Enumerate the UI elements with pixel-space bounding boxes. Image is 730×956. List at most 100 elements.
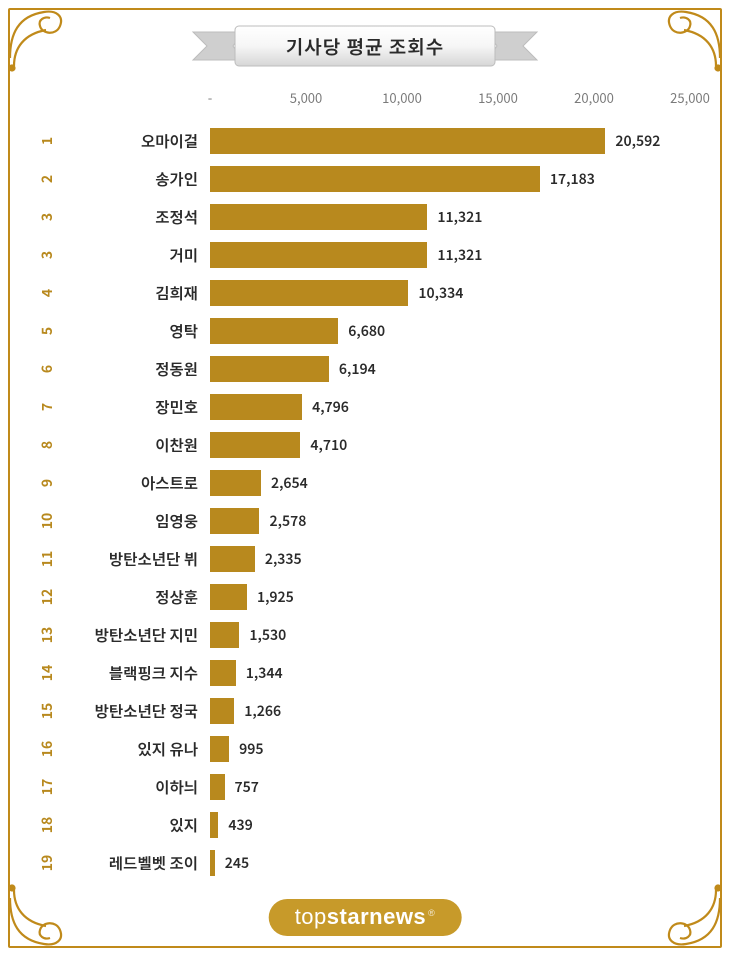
- bar-wrap: 17,183: [210, 160, 690, 198]
- bar: [210, 546, 255, 572]
- bar-value: 6,194: [339, 359, 376, 379]
- bar-row: 3거미11,321: [30, 236, 700, 274]
- bar-value: 995: [239, 739, 263, 759]
- logo-registered: ®: [428, 908, 435, 918]
- bar-wrap: 439: [210, 806, 690, 844]
- rank-label: 16: [37, 732, 57, 766]
- bar-row: 2송가인17,183: [30, 160, 700, 198]
- entry-name: 오마이걸: [64, 130, 210, 152]
- bar-value: 20,592: [615, 131, 660, 151]
- rank-label: 18: [37, 808, 57, 842]
- bar-wrap: 757: [210, 768, 690, 806]
- bar-rows: 1오마이걸20,5922송가인17,1833조정석11,3213거미11,321…: [30, 122, 700, 882]
- chart-title: 기사당 평균 조회수: [286, 33, 444, 60]
- axis-tick: 15,000: [478, 88, 518, 107]
- bar-wrap: 6,680: [210, 312, 690, 350]
- bar-value: 6,680: [348, 321, 385, 341]
- axis-tick: 20,000: [574, 88, 614, 107]
- rank-label: 2: [37, 162, 57, 196]
- bar: [210, 774, 225, 800]
- entry-name: 레드벨벳 조이: [64, 852, 210, 874]
- bar-value: 11,321: [437, 207, 482, 227]
- rank-label: 15: [37, 694, 57, 728]
- bar-value: 1,925: [257, 587, 294, 607]
- bar-value: 1,344: [246, 663, 283, 683]
- bar-value: 757: [235, 777, 259, 797]
- entry-name: 임영웅: [64, 510, 210, 532]
- bar-wrap: 1,266: [210, 692, 690, 730]
- bar-row: 13 방탄소년단 지민1,530: [30, 616, 700, 654]
- bar-value: 1,266: [244, 701, 281, 721]
- bar: [210, 584, 247, 610]
- bar-wrap: 10,334: [210, 274, 690, 312]
- bar: [210, 280, 408, 306]
- bar-value: 2,654: [271, 473, 308, 493]
- bar-row: 9 아스트로 2,654: [30, 464, 700, 502]
- rank-label: 12: [37, 580, 57, 614]
- bar-wrap: 11,321: [210, 198, 690, 236]
- entry-name: 방탄소년단 뷔: [64, 548, 210, 570]
- bar-row: 7장민호4,796: [30, 388, 700, 426]
- entry-name: 블랙핑크 지수: [64, 662, 210, 684]
- entry-name: 있지: [64, 814, 210, 836]
- bar-value: 10,334: [418, 283, 463, 303]
- rank-label: 11: [37, 542, 57, 576]
- rank-label: 19: [37, 846, 57, 880]
- bar-value: 2,578: [269, 511, 306, 531]
- bar-row: 4김희재10,334: [30, 274, 700, 312]
- bar-value: 4,710: [310, 435, 347, 455]
- bar-row: 10 임영웅 2,578: [30, 502, 700, 540]
- axis-tick: 25,000: [670, 88, 710, 107]
- entry-name: 영탁: [64, 320, 210, 342]
- bar-row: 8이찬원4,710: [30, 426, 700, 464]
- bar: [210, 850, 215, 876]
- rank-label: 1: [37, 124, 57, 158]
- entry-name: 이하늬: [64, 776, 210, 798]
- bar-value: 4,796: [312, 397, 349, 417]
- entry-name: 이찬원: [64, 434, 210, 456]
- bar-wrap: 4,710: [210, 426, 690, 464]
- bar: [210, 660, 236, 686]
- bar-value: 2,335: [265, 549, 302, 569]
- bar-row: 17 이하늬 757: [30, 768, 700, 806]
- bar-wrap: 1,925: [210, 578, 690, 616]
- bar-wrap: 2,335: [210, 540, 690, 578]
- bar: [210, 128, 605, 154]
- entry-name: 조정석: [64, 206, 210, 228]
- title-ribbon: 기사당 평균 조회수: [185, 18, 545, 74]
- entry-name: 방탄소년단 정국: [64, 700, 210, 722]
- bar-wrap: 11,321: [210, 236, 690, 274]
- rank-label: 14: [37, 656, 57, 690]
- bar-wrap: 1,530: [210, 616, 690, 654]
- bar-wrap: 20,592: [210, 122, 690, 160]
- bar-row: 1 오마이걸 20,592: [30, 122, 700, 160]
- bar-row: 19레드벨벳 조이245: [30, 844, 700, 882]
- axis-tick: 5,000: [290, 88, 322, 107]
- bar: [210, 736, 229, 762]
- bar-wrap: 2,578: [210, 502, 690, 540]
- bar-value: 439: [228, 815, 252, 835]
- bar-row: 16있지 유나995: [30, 730, 700, 768]
- bar: [210, 204, 427, 230]
- rank-label: 17: [37, 770, 57, 804]
- bar-wrap: 2,654: [210, 464, 690, 502]
- bar-wrap: 6,194: [210, 350, 690, 388]
- bar: [210, 470, 261, 496]
- bar-wrap: 1,344: [210, 654, 690, 692]
- bar-row: 15 방탄소년단 정국 1,266: [30, 692, 700, 730]
- rank-label: 4: [37, 276, 57, 310]
- entry-name: 방탄소년단 지민: [64, 624, 210, 646]
- bar: [210, 318, 338, 344]
- rank-label: 13: [37, 618, 57, 652]
- bar: [210, 242, 427, 268]
- entry-name: 아스트로: [64, 472, 210, 494]
- bar-row: 6정동원6,194: [30, 350, 700, 388]
- rank-label: 9: [37, 466, 57, 500]
- bar: [210, 622, 239, 648]
- bar: [210, 508, 259, 534]
- rank-label: 3: [37, 238, 57, 272]
- bar-row: 18 있지 439: [30, 806, 700, 844]
- rank-label: 10: [37, 504, 57, 538]
- bar-row: 3조정석11,321: [30, 198, 700, 236]
- entry-name: 장민호: [64, 396, 210, 418]
